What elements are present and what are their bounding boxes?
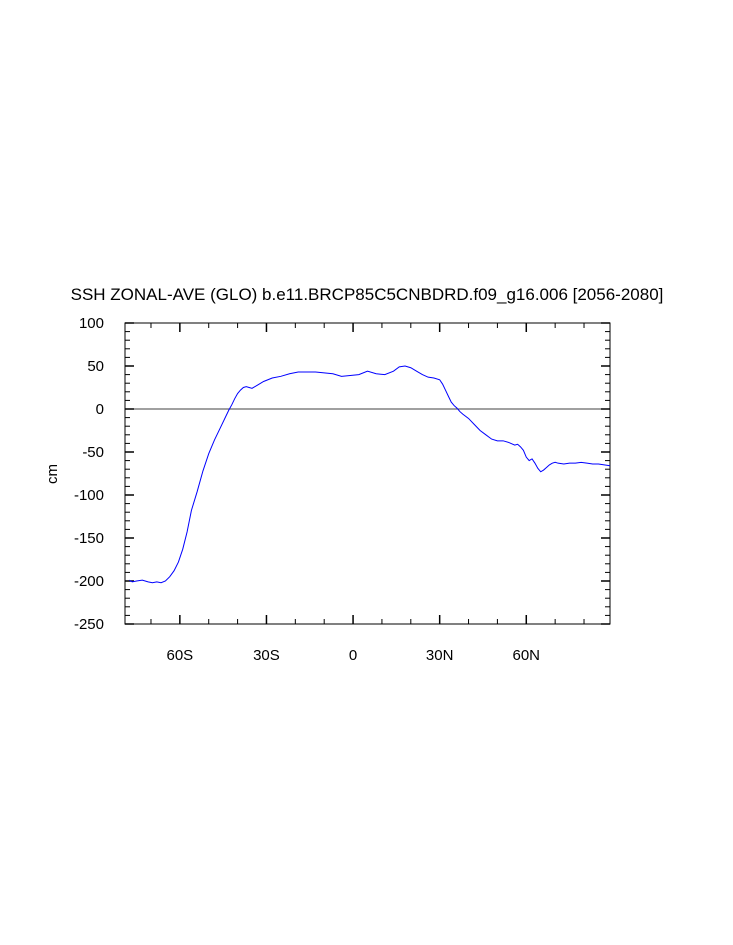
y-tick-label: 100 — [79, 315, 104, 332]
y-tick-label: -250 — [74, 616, 104, 633]
x-tick-label: 30S — [253, 647, 280, 664]
plot-area: 60S 30S 0 30N 60N 100 50 0 -50 -100 -150 -200 -250 — [74, 315, 611, 664]
y-tick-label: 50 — [87, 358, 104, 375]
x-tick-label: 30N — [426, 647, 454, 664]
ssh-series-line — [129, 365, 611, 584]
y-tick-label: 0 — [96, 401, 104, 418]
y-tick-label: -50 — [82, 444, 104, 461]
y-axis-label: cm — [44, 464, 61, 484]
x-tick-label: 60S — [166, 647, 193, 664]
x-tick-label: 60N — [513, 647, 541, 664]
chart-title: SSH ZONAL-AVE (GLO) b.e11.BRCP85C5CNBDRD… — [71, 285, 664, 304]
y-tick-label: -150 — [74, 530, 104, 547]
plot-frame — [124, 322, 611, 625]
y-tick-label: -200 — [74, 573, 104, 590]
x-tick-label: 0 — [349, 647, 357, 664]
y-tick-label: -100 — [74, 487, 104, 504]
